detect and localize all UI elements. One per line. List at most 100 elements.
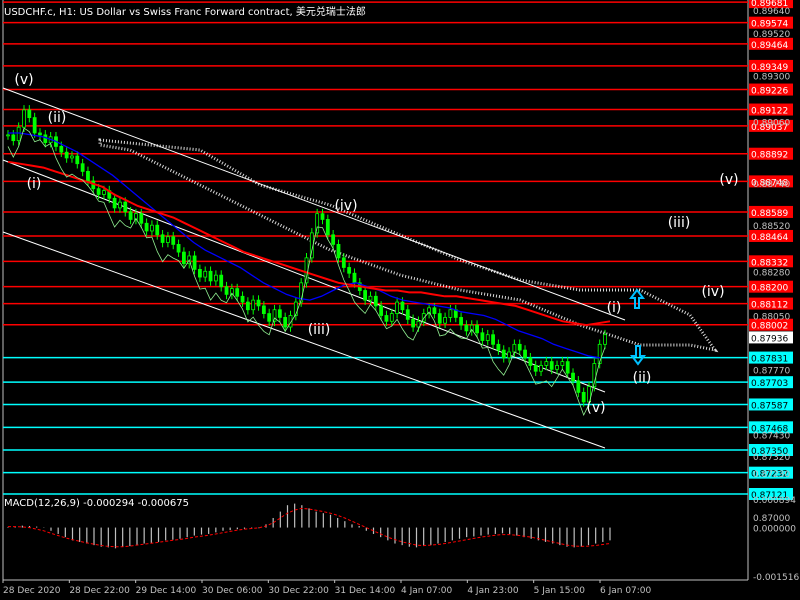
candle-body	[240, 295, 245, 303]
ma-fast-line	[8, 132, 601, 359]
candle-body	[261, 305, 266, 314]
candle-body	[102, 190, 106, 195]
support-price-label: 0.87587	[751, 401, 788, 411]
candle-body	[32, 117, 37, 134]
resistance-price-label: 0.88589	[751, 209, 788, 219]
candle-body	[368, 295, 373, 301]
support-price-tag	[749, 398, 793, 411]
candle-body	[373, 295, 378, 307]
candle-body	[112, 197, 117, 209]
down-arrow-icon	[630, 345, 646, 366]
candle-body	[288, 315, 293, 328]
candle-body	[603, 334, 607, 345]
price-axis-tick: 0.88050	[753, 313, 790, 323]
candle-body	[80, 163, 85, 172]
candle-body	[443, 317, 447, 324]
ma-slow-line	[7, 160, 611, 327]
candle-body	[517, 343, 522, 351]
candle-body	[555, 365, 559, 370]
resistance-price-tag	[749, 119, 793, 132]
channel-lower-line	[2, 231, 606, 449]
candle-body	[277, 309, 282, 318]
macd-signal-line	[8, 507, 611, 548]
chart-title: USDCHF.c, H1: US Dollar vs Swiss Franc F…	[4, 7, 366, 18]
current-price-tag	[749, 331, 793, 344]
candle-body	[320, 213, 325, 220]
candle-body	[592, 363, 597, 387]
candle-body	[118, 201, 122, 209]
wave-label: (iv)	[701, 284, 724, 300]
candle-body	[16, 126, 21, 142]
price-axis-tick: 0.88280	[753, 268, 790, 278]
resistance-price-tag	[749, 147, 793, 160]
resistance-price-tag	[749, 16, 793, 29]
candle-body	[315, 213, 320, 234]
resistance-price-label: 0.88464	[751, 233, 788, 243]
time-axis-tick: 6 Jan 07:00	[600, 586, 652, 596]
candle-body	[469, 324, 474, 332]
price-axis-tick: 0.89520	[753, 30, 790, 40]
support-price-label: 0.87350	[751, 447, 788, 457]
resistance-price-tag	[749, 175, 793, 188]
time-axis-tick: 29 Dec 14:00	[136, 586, 197, 596]
candle-body	[480, 332, 485, 341]
candle-body	[229, 288, 234, 295]
time-axis-tick: 31 Dec 14:00	[335, 586, 396, 596]
candle-body	[352, 272, 357, 284]
candle-body	[533, 365, 538, 372]
candle-body	[219, 274, 224, 288]
candle-body	[496, 343, 501, 351]
wave-label: (i)	[607, 300, 622, 316]
price-axis-tick: 0.87770	[753, 366, 790, 376]
candle-body	[283, 317, 288, 328]
resistance-price-label: 0.89122	[751, 107, 788, 117]
time-axis-tick: 28 Dec 2020	[3, 586, 61, 596]
candle-body	[139, 213, 144, 224]
resistance-price-tag	[749, 280, 793, 293]
support-price-tag	[749, 376, 793, 389]
candle-body	[389, 313, 394, 322]
wave-label: (ii)	[633, 370, 652, 386]
candle-body	[437, 313, 442, 324]
resistance-price-tag	[749, 255, 793, 268]
price-axis-tick: 0.87430	[753, 432, 790, 442]
candle-body	[128, 211, 133, 220]
candle-body	[501, 349, 506, 359]
support-price-label: 0.87468	[751, 424, 788, 434]
candle-body	[59, 146, 64, 153]
candle-body	[256, 299, 261, 307]
candle-body	[544, 361, 549, 366]
candle-body	[43, 134, 48, 143]
support-price-label: 0.87831	[751, 355, 788, 365]
candle-body	[144, 222, 149, 232]
time-axis-tick: 28 Dec 22:00	[69, 586, 130, 596]
resistance-price-tag	[749, 103, 793, 116]
candle-body	[475, 324, 479, 334]
resistance-price-label: 0.88332	[751, 258, 788, 268]
macd-axis-tick: 0.000000	[753, 525, 796, 535]
time-axis-tick: 4 Jan 23:00	[467, 586, 519, 596]
macd-axis-tick: 0.000894	[753, 496, 796, 506]
channel-upper-line	[2, 87, 626, 321]
resistance-price-label: 0.89349	[751, 63, 788, 73]
wave-label: (iii)	[668, 215, 691, 231]
levels: 0.89681 0.89574 0.89464 0.89349 0.89226 0.891…	[3, 0, 793, 501]
candle-body	[341, 257, 346, 268]
candle-body	[576, 380, 581, 393]
candle-body	[75, 155, 80, 165]
candle-body	[171, 236, 176, 245]
candle-body	[325, 219, 330, 236]
candle-body	[11, 134, 16, 142]
candle-body	[421, 313, 426, 322]
wave-label: (iv)	[334, 198, 357, 214]
candle-body	[27, 109, 32, 118]
wave-label: (v)	[719, 172, 738, 188]
momentum-line	[7, 127, 606, 417]
current-price-label: 0.87936	[751, 334, 788, 344]
candle-body	[331, 234, 336, 245]
candle-body	[235, 288, 240, 297]
candle-body	[272, 309, 277, 322]
candle-body	[86, 170, 90, 182]
resistance-price-label: 0.88002	[751, 322, 788, 332]
